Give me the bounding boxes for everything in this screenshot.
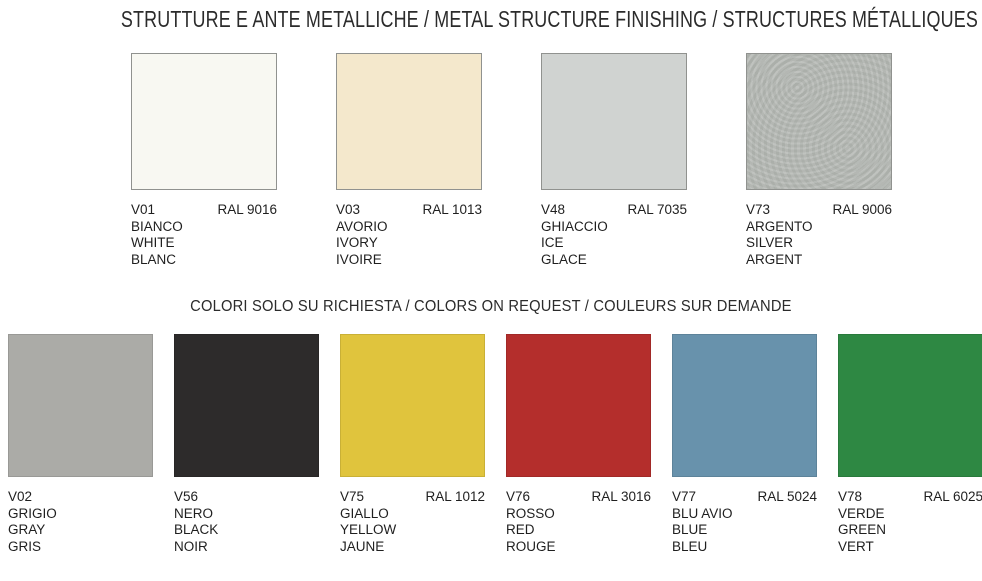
color-code-line: V78 RAL 6025 bbox=[838, 489, 982, 506]
color-swatch bbox=[131, 53, 277, 190]
color-swatch bbox=[506, 334, 651, 477]
color-code-line: V56 bbox=[174, 489, 319, 506]
color-card: V02 GRIGIO GRAY GRIS bbox=[8, 334, 153, 555]
ral-code: RAL 7035 bbox=[627, 202, 687, 217]
color-code: V78 bbox=[838, 489, 863, 504]
color-name-italian: BIANCO bbox=[131, 218, 183, 234]
color-name-french: NOIR bbox=[174, 538, 208, 554]
color-card: V48 RAL 7035 GHIACCIO ICE GLACE bbox=[541, 53, 687, 268]
color-name-french: JAUNE bbox=[340, 538, 385, 554]
color-name-english: BLUE bbox=[672, 522, 708, 537]
color-name-french: VERT bbox=[838, 538, 874, 554]
color-name-italian: ROSSO bbox=[506, 505, 555, 521]
color-swatch bbox=[336, 53, 482, 190]
color-name-english: BLACK bbox=[174, 522, 219, 537]
color-name-italian: BLU AVIO bbox=[672, 505, 733, 521]
color-labels: V03 RAL 1013 AVORIO IVORY IVOIRE bbox=[336, 202, 482, 268]
color-name-french: IVOIRE bbox=[336, 251, 382, 267]
color-labels: V73 RAL 9006 ARGENTO SILVER ARGENT bbox=[746, 202, 892, 268]
color-swatch bbox=[340, 334, 485, 477]
color-name-italian: GHIACCIO bbox=[541, 218, 608, 234]
color-code-line: V77 RAL 5024 bbox=[672, 489, 817, 506]
ral-code: RAL 9016 bbox=[217, 202, 277, 217]
section-title-colors-on-request: COLORI SOLO SU RICHIESTA / COLORS ON REQ… bbox=[0, 298, 982, 316]
color-card: V76 RAL 3016 ROSSO RED ROUGE bbox=[506, 334, 651, 555]
color-code-line: V75 RAL 1012 bbox=[340, 489, 485, 506]
color-swatch bbox=[8, 334, 153, 477]
color-card: V75 RAL 1012 GIALLO YELLOW JAUNE bbox=[340, 334, 485, 555]
color-code: V56 bbox=[174, 489, 199, 504]
color-code: V02 bbox=[8, 489, 33, 504]
color-name-english: ICE bbox=[541, 235, 564, 250]
color-name-italian: GIALLO bbox=[340, 505, 389, 521]
color-labels: V77 RAL 5024 BLU AVIO BLUE BLEU bbox=[672, 489, 817, 555]
color-swatch bbox=[541, 53, 687, 190]
section-title-metal-structures: STRUTTURE E ANTE METALLICHE / METAL STRU… bbox=[0, 7, 982, 31]
color-card: V01 RAL 9016 BIANCO WHITE BLANC bbox=[131, 53, 277, 268]
color-labels: V75 RAL 1012 GIALLO YELLOW JAUNE bbox=[340, 489, 485, 555]
color-code-line: V02 bbox=[8, 489, 153, 506]
color-name-french: GRIS bbox=[8, 538, 42, 554]
color-code-line: V73 RAL 9006 bbox=[746, 202, 892, 219]
section-title-colors-on-request-text: COLORI SOLO SU RICHIESTA / COLORS ON REQ… bbox=[190, 298, 792, 315]
color-card: V78 RAL 6025 VERDE GREEN VERT bbox=[838, 334, 982, 555]
ral-code: RAL 5024 bbox=[757, 489, 817, 504]
ral-code: RAL 1012 bbox=[425, 489, 485, 504]
color-code: V77 bbox=[672, 489, 697, 504]
color-name-french: ROUGE bbox=[506, 538, 556, 554]
color-name-english: IVORY bbox=[336, 235, 378, 250]
color-name-english: YELLOW bbox=[340, 522, 397, 537]
color-name-english: GREEN bbox=[838, 522, 887, 537]
color-code-line: V48 RAL 7035 bbox=[541, 202, 687, 219]
color-code-line: V76 RAL 3016 bbox=[506, 489, 651, 506]
color-card: V56 NERO BLACK NOIR bbox=[174, 334, 319, 555]
color-swatch bbox=[838, 334, 982, 477]
color-name-english: SILVER bbox=[746, 235, 794, 250]
color-swatch bbox=[746, 53, 892, 190]
request-colors-row: V02 GRIGIO GRAY GRIS V56 NERO BLACK NOIR… bbox=[0, 334, 982, 555]
color-name-italian: GRIGIO bbox=[8, 505, 57, 521]
color-name-italian: NERO bbox=[174, 505, 214, 521]
color-name-italian: VERDE bbox=[838, 505, 885, 521]
color-name-italian: ARGENTO bbox=[746, 218, 813, 234]
color-code: V48 bbox=[541, 202, 566, 217]
color-code: V03 bbox=[336, 202, 361, 217]
color-labels: V76 RAL 3016 ROSSO RED ROUGE bbox=[506, 489, 651, 555]
section-title-metal-structures-text: STRUTTURE E ANTE METALLICHE / METAL STRU… bbox=[120, 6, 978, 32]
metal-finishes-catalog-page: STRUTTURE E ANTE METALLICHE / METAL STRU… bbox=[0, 7, 982, 555]
color-code: V01 bbox=[131, 202, 156, 217]
color-code-line: V01 RAL 9016 bbox=[131, 202, 277, 219]
color-swatch bbox=[174, 334, 319, 477]
color-labels: V02 GRIGIO GRAY GRIS bbox=[8, 489, 153, 555]
color-code: V73 bbox=[746, 202, 771, 217]
color-name-italian: AVORIO bbox=[336, 218, 388, 234]
color-code-line: V03 RAL 1013 bbox=[336, 202, 482, 219]
color-name-english: WHITE bbox=[131, 235, 175, 250]
color-swatch bbox=[672, 334, 817, 477]
ral-code: RAL 1013 bbox=[422, 202, 482, 217]
color-labels: V48 RAL 7035 GHIACCIO ICE GLACE bbox=[541, 202, 687, 268]
color-labels: V78 RAL 6025 VERDE GREEN VERT bbox=[838, 489, 982, 555]
color-card: V77 RAL 5024 BLU AVIO BLUE BLEU bbox=[672, 334, 817, 555]
color-labels: V56 NERO BLACK NOIR bbox=[174, 489, 319, 555]
color-name-french: BLEU bbox=[672, 538, 708, 554]
color-name-french: GLACE bbox=[541, 251, 587, 267]
ral-code: RAL 6025 bbox=[923, 489, 982, 504]
standard-colors-row: V01 RAL 9016 BIANCO WHITE BLANC V03 RAL … bbox=[0, 53, 982, 268]
color-name-english: GRAY bbox=[8, 522, 46, 537]
color-code: V76 bbox=[506, 489, 531, 504]
color-card: V73 RAL 9006 ARGENTO SILVER ARGENT bbox=[746, 53, 892, 268]
color-name-french: ARGENT bbox=[746, 251, 803, 267]
color-card: V03 RAL 1013 AVORIO IVORY IVOIRE bbox=[336, 53, 482, 268]
color-name-english: RED bbox=[506, 522, 535, 537]
ral-code: RAL 9006 bbox=[832, 202, 892, 217]
color-name-french: BLANC bbox=[131, 251, 177, 267]
color-labels: V01 RAL 9016 BIANCO WHITE BLANC bbox=[131, 202, 277, 268]
ral-code: RAL 3016 bbox=[591, 489, 651, 504]
color-code: V75 bbox=[340, 489, 365, 504]
